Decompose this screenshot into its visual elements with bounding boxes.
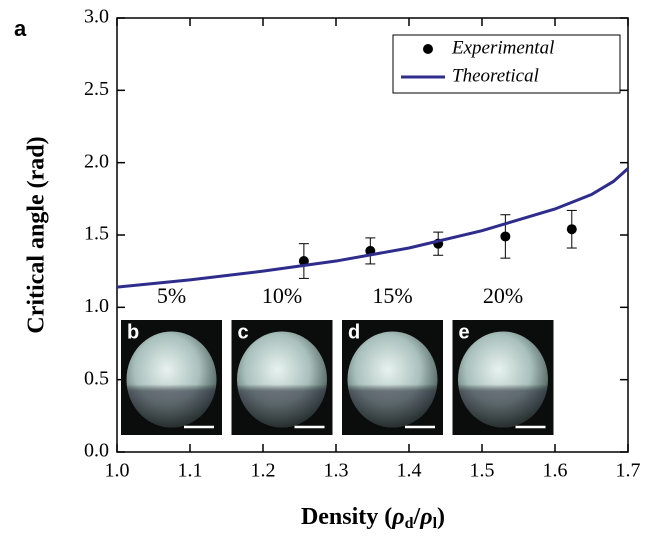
inset: e [452,320,554,435]
inset-label: e [459,321,470,343]
panel-label: a [14,16,27,41]
x-tick-label: 1.6 [543,460,568,482]
x-label-part: Density ( [301,504,392,530]
x-tick-label: 1.4 [397,460,422,482]
x-tick-label: 1.5 [470,460,495,482]
legend-label: Theoretical [452,65,539,86]
inset-label: b [127,321,139,343]
legend-label: Experimental [451,37,554,58]
x-tick-label: 1.0 [105,460,130,482]
theory-line [116,167,629,289]
y-tick-label: 0.5 [84,367,109,389]
y-tick-label: 2.0 [84,150,109,172]
y-tick-label: 1.0 [84,295,109,317]
x-tick-label: 1.1 [178,460,203,482]
inset-sphere-shade [347,331,438,428]
inset-label: c [238,321,249,343]
x-label-part: d [405,515,414,532]
inset: b [121,320,222,435]
inset: d [342,320,443,435]
y-tick-label: 1.5 [84,223,109,245]
x-label-part: ρ [419,504,432,530]
y-tick-label: 0.0 [84,440,109,462]
data-point [500,231,511,242]
legend-marker [423,44,433,54]
x-tick-label: 1.3 [324,460,349,482]
inset-caption: 10% [262,283,302,308]
inset-sphere-shade [237,331,327,428]
y-tick-label: 3.0 [84,6,109,28]
inset-caption: 15% [372,283,412,308]
x-label-part: ρ [391,504,404,530]
inset-sphere-shade [458,331,548,428]
x-axis-label: Density (ρd/ρl) [301,504,445,532]
y-axis-label: Critical angle (rad) [24,136,50,333]
inset-label: d [348,321,360,343]
x-label-part: / [413,504,421,530]
y-tick-label: 2.5 [84,78,109,100]
x-tick-label: 1.2 [251,460,276,482]
data-point [298,256,309,267]
inset-caption: 20% [483,283,523,308]
x-label-part: ) [437,504,445,530]
x-tick-label: 1.7 [616,460,641,482]
x-label-part: l [433,515,438,532]
data-point [566,224,577,235]
inset: c [231,320,333,435]
inset-caption: 5% [157,283,186,308]
inset-sphere-shade [126,331,217,428]
legend-box [392,34,621,94]
